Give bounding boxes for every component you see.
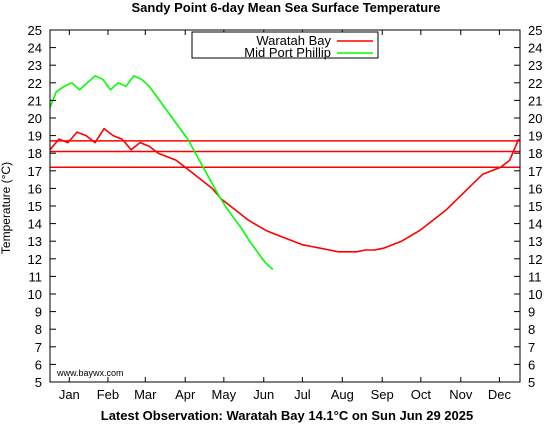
chart-title: Sandy Point 6-day Mean Sea Surface Tempe… [132,0,441,15]
y-tick-label-left: 13 [28,234,42,249]
y-tick-label-left: 21 [28,93,42,108]
y-tick-label-right: 7 [528,340,535,355]
x-tick-label: Feb [97,387,119,402]
y-tick-label-right: 14 [528,217,542,232]
y-tick-label-left: 20 [28,111,42,126]
y-tick-label-left: 8 [35,322,42,337]
y-tick-label-right: 12 [528,252,542,267]
y-tick-label-right: 5 [528,375,535,390]
y-tick-label-right: 17 [528,164,542,179]
x-tick-label: May [212,387,237,402]
y-tick-label-right: 8 [528,322,535,337]
legend-label: Mid Port Phillip [244,45,331,60]
y-tick-label-left: 15 [28,199,42,214]
x-tick-label: Aug [331,387,354,402]
x-tick-label: Jun [253,387,274,402]
y-tick-label-left: 6 [35,357,42,372]
y-tick-label-left: 12 [28,252,42,267]
y-tick-label-left: 16 [28,181,42,196]
y-tick-label-left: 25 [28,23,42,38]
legend-label: Waratah Bay [256,33,331,48]
plot-area: 5 5 6 6 7 7 8 8 9 9 10 10 11 11 12 12 13 13 14 14 15 15 16 16 17… [28,23,543,402]
latest-observation-footer: Latest Observation: Waratah Bay 14.1°C o… [101,408,473,423]
y-tick-label-right: 18 [528,146,542,161]
y-tick-label-right: 16 [528,181,542,196]
y-tick-label-left: 9 [35,305,42,320]
y-tick-label-right: 19 [528,129,542,144]
x-tick-label: Mar [134,387,157,402]
y-tick-label-left: 17 [28,164,42,179]
y-tick-label-right: 11 [528,269,542,284]
y-tick-label-left: 14 [28,217,42,232]
y-tick-label-left: 24 [28,41,42,56]
x-tick-label: Nov [449,387,473,402]
y-tick-label-left: 19 [28,129,42,144]
x-tick-label: Jul [294,387,311,402]
y-tick-label-left: 5 [35,375,42,390]
y-tick-label-right: 25 [528,23,542,38]
x-tick-label: Sep [371,387,394,402]
y-tick-label-left: 11 [29,269,43,284]
y-tick-label-right: 9 [528,305,535,320]
x-tick-label: Apr [175,387,196,402]
y-tick-label-right: 13 [528,234,542,249]
series-line-waratah-bay [49,127,520,253]
y-tick-label-left: 23 [28,58,42,73]
y-tick-label-right: 22 [528,76,542,91]
x-tick-label: Jan [59,387,80,402]
y-tick-label-right: 6 [528,357,535,372]
y-tick-label-right: 20 [528,111,542,126]
y-tick-label-right: 24 [528,41,542,56]
series-line-mid-port-phillip [49,75,274,270]
y-tick-label-right: 10 [528,287,542,302]
y-tick-label-right: 15 [528,199,542,214]
y-tick-label-right: 23 [528,58,542,73]
y-tick-label-right: 21 [528,93,542,108]
y-tick-label-left: 10 [28,287,42,302]
y-axis-label: Temperature (°C) [0,162,13,254]
y-tick-label-left: 18 [28,146,42,161]
y-tick-label-left: 22 [28,76,42,91]
y-tick-label-left: 7 [35,340,42,355]
watermark: www.baywx.com [56,368,124,378]
x-tick-label: Dec [488,387,512,402]
x-tick-label: Oct [411,387,432,402]
